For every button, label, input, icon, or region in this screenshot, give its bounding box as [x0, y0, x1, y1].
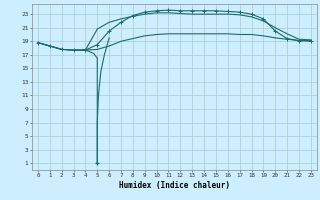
X-axis label: Humidex (Indice chaleur): Humidex (Indice chaleur) — [119, 181, 230, 190]
